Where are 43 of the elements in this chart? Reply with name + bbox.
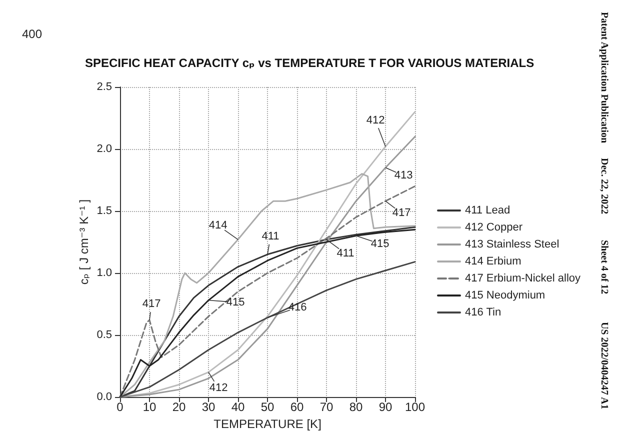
legend-label: 411 Lead xyxy=(465,204,510,216)
legend-label: 414 Erbium xyxy=(465,256,522,268)
text: 400 xyxy=(22,27,42,41)
legend-label: 416 Tin xyxy=(465,306,502,318)
y-tick-label: 2.5 xyxy=(96,81,112,93)
annotation: 413 xyxy=(394,170,413,182)
x-tick-label: 90 xyxy=(378,400,392,414)
text: US 2022/0404247 A1 xyxy=(598,322,610,410)
x-axis-title: TEMPERATURE [K] xyxy=(214,416,322,431)
x-tick-label: 30 xyxy=(202,400,216,414)
annotation: 412 xyxy=(366,114,385,127)
text: Patent Application Publication xyxy=(598,12,610,144)
x-tick-label: 60 xyxy=(290,400,304,414)
text: Dec. 22, 2022 xyxy=(598,158,610,214)
x-tick-label: 0 xyxy=(116,400,124,414)
legend-label: 413 Stainless Steel xyxy=(465,238,560,250)
annotation: 411 xyxy=(336,248,354,260)
x-tick-label: 100 xyxy=(404,400,426,414)
x-tick-label: 10 xyxy=(142,400,156,414)
x-tick-label: 70 xyxy=(320,400,334,414)
text: Sheet 4 of 12 xyxy=(598,240,610,294)
y-tick-label: 0.0 xyxy=(96,391,112,403)
annotation: 416 xyxy=(288,302,307,314)
y-tick-label: 2.0 xyxy=(96,143,112,155)
x-tick-label: 20 xyxy=(172,400,186,414)
y-tick-label: 1.0 xyxy=(96,267,112,279)
annotation: 417 xyxy=(392,207,411,220)
legend-label: 415 Neodymium xyxy=(465,290,546,302)
annotation: 415 xyxy=(370,238,390,250)
annotation: 414 xyxy=(208,220,228,232)
annotation: 412 xyxy=(209,382,228,394)
annotation: 415 xyxy=(226,296,245,308)
annotation: 411 xyxy=(262,230,280,242)
x-tick-label: 40 xyxy=(231,400,245,414)
y-axis-title: cₚ [ J cm⁻³ K⁻¹ ] xyxy=(77,199,91,285)
legend-label: 412 Copper xyxy=(465,222,523,234)
x-tick-label: 50 xyxy=(260,400,274,414)
x-tick-label: 80 xyxy=(349,400,363,414)
y-tick-label: 0.5 xyxy=(96,329,112,341)
annotation: 417 xyxy=(142,298,161,310)
chart-title: SPECIFIC HEAT CAPACITY cₚ vs TEMPERATURE T FOR VARIOUS MATERIALS xyxy=(85,56,534,70)
y-tick-label: 1.5 xyxy=(96,205,112,217)
legend-label: 417 Erbium-Nickel alloy xyxy=(465,272,582,284)
